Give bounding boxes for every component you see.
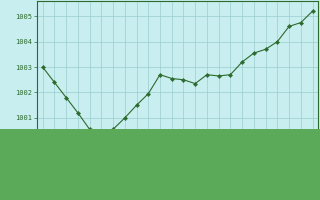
X-axis label: Graphe pression niveau de la mer (hPa): Graphe pression niveau de la mer (hPa)	[90, 167, 266, 176]
